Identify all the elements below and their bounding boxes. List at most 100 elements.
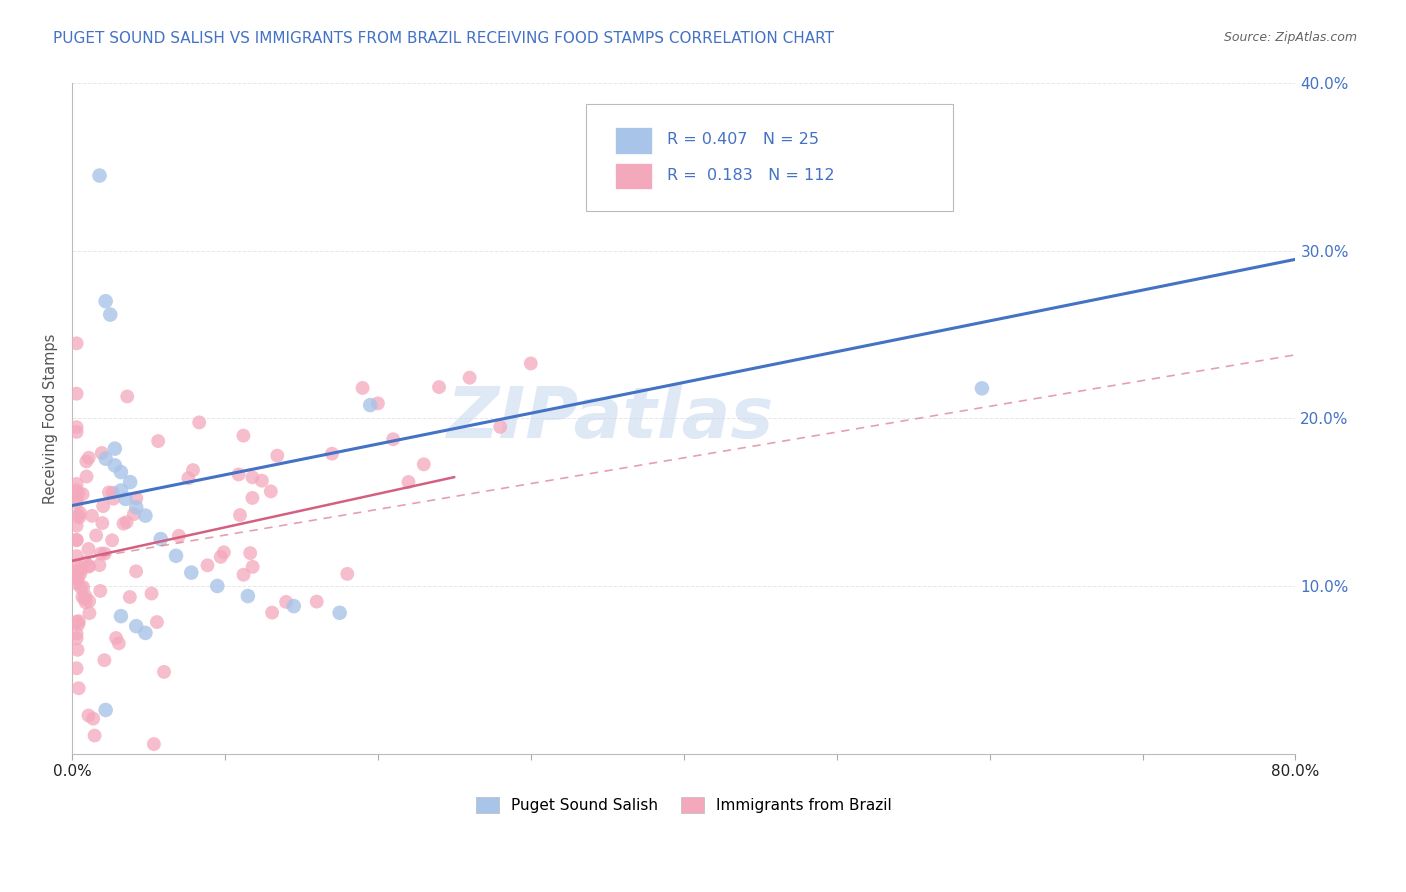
Point bbox=[103, 491, 125, 506]
Point bbox=[65, 572, 87, 586]
Point bbox=[67, 681, 90, 696]
Point bbox=[197, 558, 219, 573]
Point bbox=[240, 491, 263, 505]
Point bbox=[118, 590, 141, 604]
Point bbox=[970, 381, 993, 395]
Point bbox=[120, 475, 142, 490]
Point bbox=[242, 470, 264, 484]
Point bbox=[77, 558, 100, 573]
Point bbox=[352, 381, 374, 395]
Point bbox=[94, 451, 117, 466]
Point bbox=[112, 516, 135, 531]
Point bbox=[412, 458, 434, 472]
Point bbox=[69, 566, 91, 581]
Point bbox=[70, 581, 93, 595]
Point bbox=[134, 626, 156, 640]
Point bbox=[66, 572, 89, 586]
Point bbox=[67, 614, 90, 628]
Point bbox=[65, 518, 87, 533]
Text: Source: ZipAtlas.com: Source: ZipAtlas.com bbox=[1223, 31, 1357, 45]
Point bbox=[72, 580, 94, 594]
Point bbox=[65, 386, 87, 401]
Point bbox=[77, 541, 100, 556]
Point bbox=[77, 450, 100, 465]
Point bbox=[209, 549, 232, 564]
Point bbox=[69, 506, 91, 520]
Point bbox=[65, 615, 87, 629]
Point bbox=[134, 508, 156, 523]
Point bbox=[232, 567, 254, 582]
Point bbox=[76, 469, 98, 483]
Point bbox=[305, 594, 328, 608]
Point bbox=[94, 703, 117, 717]
Point bbox=[110, 483, 132, 498]
Point bbox=[97, 485, 120, 500]
Point bbox=[65, 533, 87, 548]
Point bbox=[321, 447, 343, 461]
Point bbox=[153, 665, 176, 679]
Point bbox=[77, 594, 100, 608]
FancyBboxPatch shape bbox=[616, 127, 652, 153]
Point bbox=[89, 583, 111, 598]
Point bbox=[65, 491, 87, 506]
Point bbox=[149, 532, 172, 546]
Point bbox=[90, 446, 112, 460]
FancyBboxPatch shape bbox=[586, 103, 953, 211]
Point bbox=[90, 547, 112, 561]
Point bbox=[520, 356, 543, 370]
Point bbox=[165, 549, 187, 563]
Point bbox=[242, 559, 264, 574]
Point bbox=[75, 454, 97, 468]
Point bbox=[67, 486, 90, 500]
Point bbox=[65, 483, 87, 498]
Point bbox=[367, 396, 389, 410]
FancyBboxPatch shape bbox=[616, 162, 652, 189]
Point bbox=[93, 653, 115, 667]
Point bbox=[65, 626, 87, 640]
Point bbox=[125, 500, 148, 515]
Point bbox=[104, 458, 127, 473]
Point bbox=[69, 563, 91, 577]
Point bbox=[83, 729, 105, 743]
Point bbox=[65, 576, 87, 591]
Point bbox=[75, 595, 97, 609]
Point bbox=[84, 528, 107, 542]
Point bbox=[180, 566, 202, 580]
Point bbox=[382, 432, 405, 446]
Legend: Puget Sound Salish, Immigrants from Brazil: Puget Sound Salish, Immigrants from Braz… bbox=[475, 797, 891, 813]
Text: R =  0.183   N = 112: R = 0.183 N = 112 bbox=[666, 169, 834, 184]
Point bbox=[67, 508, 90, 523]
Point bbox=[283, 599, 305, 613]
Point bbox=[117, 389, 139, 403]
Point bbox=[65, 420, 87, 434]
Point bbox=[65, 632, 87, 646]
Point bbox=[80, 508, 103, 523]
Point bbox=[73, 591, 96, 606]
Point bbox=[82, 712, 104, 726]
Point bbox=[114, 491, 136, 506]
Point bbox=[177, 471, 200, 485]
Point bbox=[110, 465, 132, 479]
Point bbox=[65, 549, 87, 563]
Point bbox=[79, 606, 101, 620]
Point bbox=[101, 485, 124, 500]
Point bbox=[94, 547, 117, 561]
Point bbox=[236, 589, 259, 603]
Point bbox=[72, 487, 94, 501]
Point bbox=[65, 336, 87, 351]
Point bbox=[65, 477, 87, 491]
Point bbox=[107, 636, 129, 650]
Point bbox=[188, 416, 211, 430]
Point bbox=[91, 499, 114, 513]
Point bbox=[101, 533, 124, 548]
Point bbox=[329, 606, 352, 620]
Point bbox=[229, 508, 252, 522]
Point bbox=[125, 491, 148, 506]
Point bbox=[67, 563, 90, 577]
Point bbox=[91, 516, 114, 530]
Point bbox=[212, 545, 235, 559]
Point bbox=[181, 463, 204, 477]
Point bbox=[65, 661, 87, 675]
Point bbox=[228, 467, 250, 482]
Point bbox=[141, 586, 163, 600]
